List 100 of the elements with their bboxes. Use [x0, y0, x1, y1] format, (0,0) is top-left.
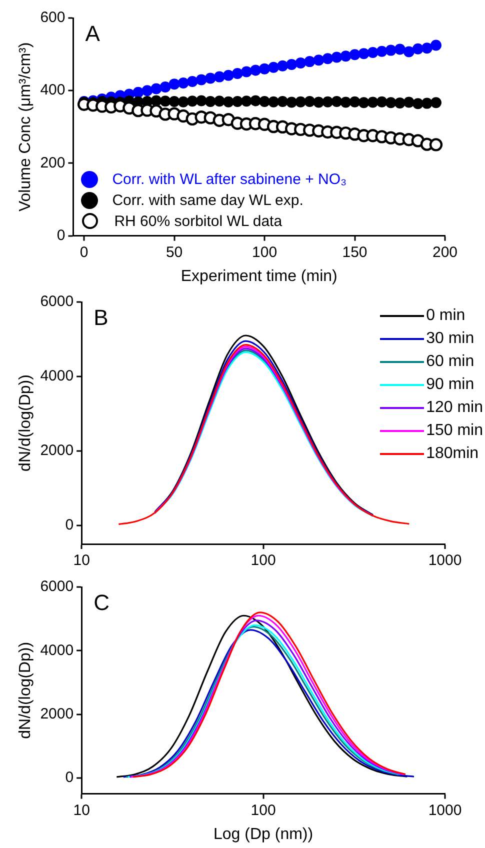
y-tick-label: 6000	[40, 578, 74, 596]
legend-label: Corr. with same day WL exp.	[112, 190, 304, 211]
point	[268, 62, 280, 73]
point	[313, 96, 324, 108]
point	[268, 96, 280, 108]
point	[331, 52, 342, 63]
y-tick-label: 200	[40, 154, 66, 172]
legend-label: 150 min	[426, 421, 483, 441]
y-tick-label: 2000	[40, 442, 74, 460]
point	[240, 96, 252, 107]
point	[160, 81, 171, 92]
point	[295, 58, 306, 69]
legend-label: RH 60% sorbitol WL data	[114, 212, 282, 232]
point	[259, 96, 270, 107]
x-tick-label: 100	[250, 802, 276, 819]
x-axis-title: Experiment time (min)	[180, 268, 338, 285]
annotation: C	[94, 590, 110, 616]
point	[186, 76, 198, 88]
x-tick-label: 10	[73, 552, 90, 570]
x-tick-label: 50	[166, 244, 183, 261]
annotation: B	[94, 305, 108, 330]
point	[304, 96, 316, 107]
point	[204, 72, 216, 84]
y-axis-title: Volume Conc (μm³/cm³)	[17, 42, 34, 212]
y-tick-label: 400	[40, 82, 66, 99]
point	[196, 95, 207, 106]
point	[250, 95, 262, 106]
point	[376, 96, 388, 108]
point	[277, 96, 288, 107]
y-axis-title: dN/d(log(Dp))	[17, 374, 34, 472]
point	[331, 96, 342, 107]
point	[313, 54, 324, 66]
point	[322, 96, 334, 108]
y-tick-label: 600	[40, 9, 66, 26]
legend-label: 60 min	[426, 352, 474, 372]
point	[367, 46, 378, 58]
line-series	[118, 344, 410, 526]
point	[240, 66, 252, 78]
point	[286, 58, 298, 70]
y-tick-label: 0	[65, 769, 74, 786]
point	[322, 53, 334, 64]
point	[250, 64, 262, 76]
legend-label: 180min	[426, 444, 479, 464]
point	[385, 44, 396, 56]
x-tick-label: 10	[73, 802, 90, 819]
legend-label: 120 min	[426, 398, 483, 418]
point	[421, 98, 432, 109]
x-tick-label: 100	[250, 552, 276, 570]
point	[358, 48, 370, 60]
point	[421, 42, 432, 54]
x-tick-label: 200	[432, 244, 458, 261]
point	[259, 63, 270, 74]
point	[394, 97, 406, 108]
x-tick-label: 100	[252, 244, 278, 261]
point	[168, 78, 180, 90]
legend-label: 90 min	[426, 375, 474, 395]
point	[277, 60, 288, 72]
y-tick-label: 4000	[40, 642, 74, 659]
point	[412, 43, 424, 54]
y-tick-label: 4000	[40, 368, 74, 385]
y-tick-label: 0	[65, 516, 74, 534]
point	[178, 96, 189, 108]
legend-label: 0 min	[426, 306, 466, 326]
point	[403, 96, 414, 108]
point	[412, 98, 424, 110]
point	[430, 40, 442, 51]
point	[178, 77, 189, 88]
point	[232, 68, 243, 80]
y-axis-title: dN/d(log(Dp))	[17, 642, 34, 739]
point	[385, 97, 396, 108]
point	[349, 49, 360, 60]
point	[304, 56, 316, 68]
point	[196, 74, 207, 86]
point	[222, 70, 234, 81]
legend-label: Corr. with WL after sabinene + NO₃	[112, 170, 347, 190]
point	[376, 46, 388, 57]
point	[429, 138, 443, 152]
point	[340, 50, 352, 62]
point	[214, 71, 225, 82]
point	[295, 96, 306, 108]
y-tick-label: 6000	[40, 293, 74, 310]
point	[286, 96, 298, 108]
y-tick-label: 2000	[40, 705, 74, 722]
point	[403, 46, 414, 58]
point	[214, 96, 225, 107]
y-tick-label: 0	[56, 226, 66, 244]
legend-label: 30 min	[426, 329, 474, 349]
point	[204, 96, 216, 107]
point	[150, 83, 162, 94]
point	[430, 97, 442, 108]
x-axis-title: Log (Dp (nm))	[213, 826, 314, 843]
x-tick-label: 150	[342, 244, 368, 261]
point	[222, 96, 234, 108]
point	[340, 96, 352, 108]
point	[394, 44, 406, 55]
point	[142, 85, 153, 96]
point	[232, 96, 243, 107]
x-tick-label: 1000	[428, 552, 462, 570]
annotation: A	[85, 21, 100, 46]
x-tick-label: 1000	[428, 802, 462, 819]
